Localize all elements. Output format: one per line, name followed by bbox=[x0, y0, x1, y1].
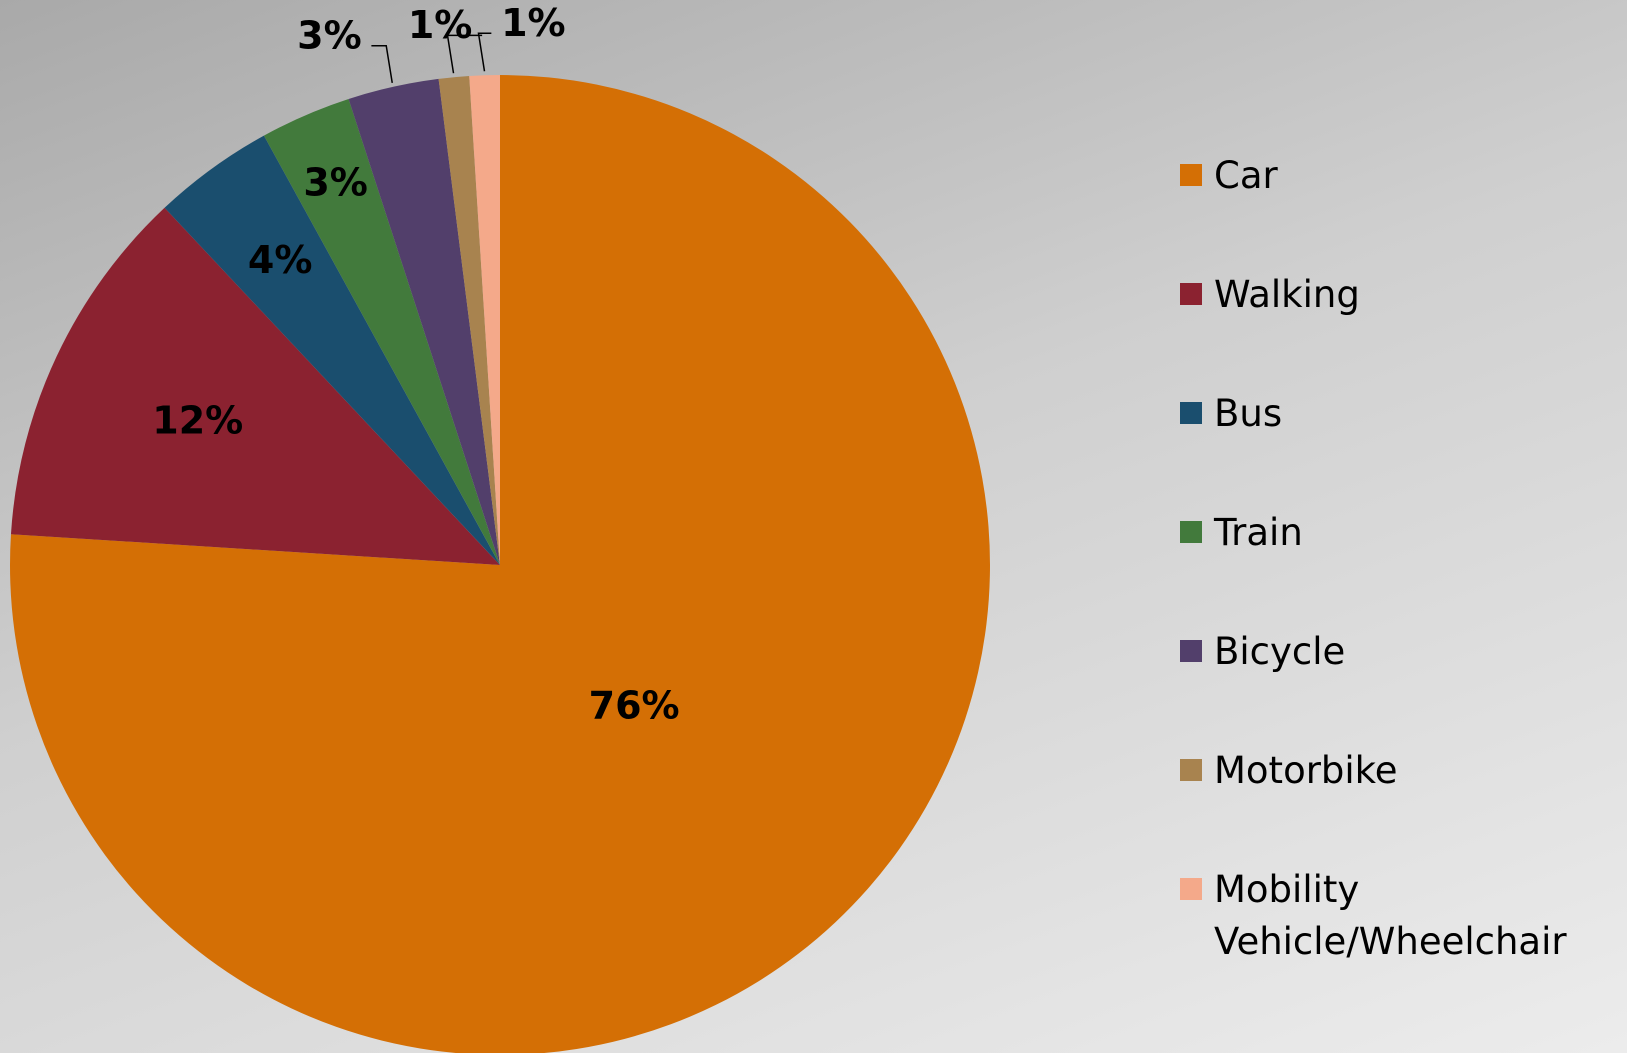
data-label: 76% bbox=[589, 683, 680, 727]
legend-swatch bbox=[1180, 283, 1202, 305]
legend-item: Bus bbox=[1180, 388, 1614, 440]
legend-label: Train bbox=[1214, 511, 1303, 554]
pie-slice bbox=[10, 207, 501, 566]
legend-swatch bbox=[1180, 164, 1202, 186]
leader-line bbox=[477, 32, 492, 72]
data-label: 12% bbox=[152, 398, 243, 442]
pie-slice bbox=[10, 75, 990, 1053]
data-label: 3% bbox=[303, 161, 368, 205]
leader-line bbox=[371, 45, 393, 84]
data-label: 1% bbox=[408, 3, 473, 47]
legend-label: Mobility Vehicle/Wheelchair bbox=[1214, 868, 1567, 963]
pie-slice bbox=[263, 98, 500, 566]
legend-swatch bbox=[1180, 759, 1202, 781]
data-label: 4% bbox=[248, 238, 313, 282]
legend-item: Mobility Vehicle/Wheelchair bbox=[1180, 864, 1614, 968]
legend-item: Motorbike bbox=[1180, 745, 1614, 797]
pie-slice bbox=[164, 135, 501, 565]
legend-item: Walking bbox=[1180, 269, 1614, 321]
legend-label: Car bbox=[1214, 154, 1278, 197]
legend-swatch bbox=[1180, 402, 1202, 424]
legend-item: Bicycle bbox=[1180, 626, 1614, 678]
legend-label: Bus bbox=[1214, 392, 1283, 435]
pie-slice bbox=[348, 78, 500, 565]
legend-item: Train bbox=[1180, 507, 1614, 559]
pie-slice bbox=[469, 75, 500, 565]
data-label: 3% bbox=[297, 13, 362, 57]
legend-label: Bicycle bbox=[1214, 630, 1346, 673]
legend-swatch bbox=[1180, 521, 1202, 543]
data-label: 1% bbox=[501, 1, 566, 45]
legend-swatch bbox=[1180, 878, 1202, 900]
pie-slice bbox=[438, 75, 500, 565]
legend-label: Motorbike bbox=[1214, 749, 1398, 792]
legend-swatch bbox=[1180, 640, 1202, 662]
leader-line bbox=[446, 34, 483, 74]
legend-label: Walking bbox=[1214, 273, 1360, 316]
legend-item: Car bbox=[1180, 150, 1614, 202]
